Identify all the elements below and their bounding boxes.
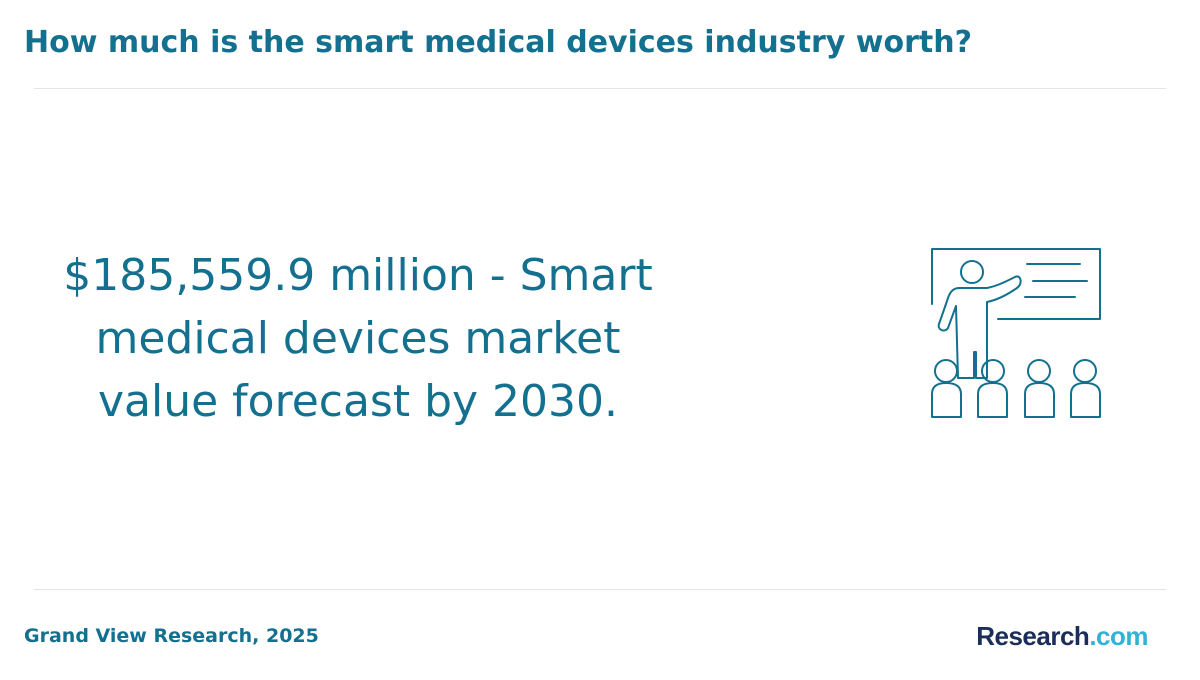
- top-divider: [34, 88, 1166, 89]
- research-com-logo[interactable]: Research.com: [976, 619, 1148, 653]
- logo-wordmark: Research: [976, 621, 1090, 651]
- bottom-divider: [34, 589, 1166, 590]
- headline-stat: $185,559.9 million - Smart medical devic…: [63, 250, 653, 427]
- logo-suffix: .com: [1089, 621, 1148, 651]
- presentation-icon: [931, 248, 1101, 418]
- source-credit: Grand View Research, 2025: [24, 625, 319, 647]
- page-title: How much is the smart medical devices in…: [24, 25, 972, 60]
